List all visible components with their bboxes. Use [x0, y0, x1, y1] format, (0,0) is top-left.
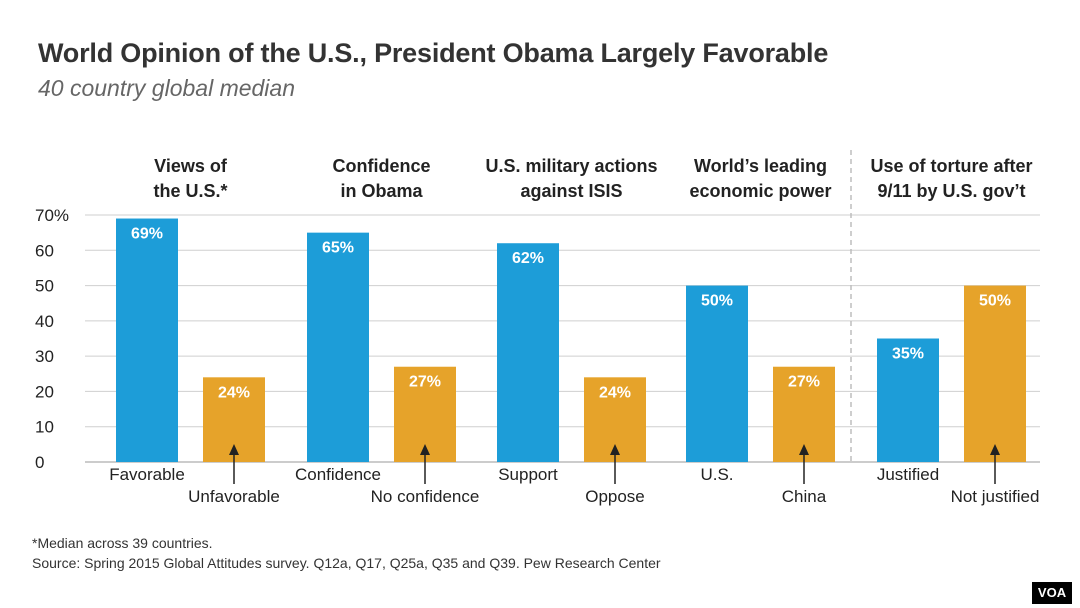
- bar-positive: [116, 218, 178, 462]
- y-tick-label: 40: [35, 312, 54, 331]
- group-title-line: against ISIS: [520, 181, 622, 201]
- category-label: Not justified: [951, 487, 1040, 506]
- category-label: Favorable: [109, 465, 185, 484]
- bar-value-label: 69%: [131, 226, 163, 243]
- bar-chart: 0 10 20 30 40 50 60 70% Views of the U.S.* Confid…: [35, 150, 1040, 506]
- arrow-head-icon: [799, 444, 809, 455]
- y-tick-label: 0: [35, 453, 44, 472]
- chart-title: World Opinion of the U.S., President Oba…: [38, 38, 829, 68]
- category-label: Confidence: [295, 465, 381, 484]
- group-title-line: economic power: [689, 181, 831, 201]
- bar-value-label: 27%: [409, 374, 441, 391]
- group-title-line: Views of: [154, 156, 228, 176]
- category-label: Support: [498, 465, 558, 484]
- bar-positive: [686, 285, 748, 462]
- category-label: China: [782, 487, 827, 506]
- y-tick-label: 70%: [35, 206, 69, 225]
- bar-value-label: 50%: [979, 293, 1011, 310]
- arrow-head-icon: [229, 444, 239, 455]
- y-tick-label: 30: [35, 347, 54, 366]
- category-label: Justified: [877, 465, 939, 484]
- bar-negative: [964, 285, 1026, 462]
- bar-value-label: 62%: [512, 250, 544, 267]
- arrow-head-icon: [420, 444, 430, 455]
- bar-positive: [497, 243, 559, 462]
- group-title-line: 9/11 by U.S. gov’t: [877, 181, 1025, 201]
- bar-positive: [877, 338, 939, 462]
- bar-value-label: 65%: [322, 240, 354, 257]
- chart-subtitle: 40 country global median: [38, 75, 295, 101]
- arrow-head-icon: [610, 444, 620, 455]
- group-title-line: World’s leading: [694, 156, 827, 176]
- source-note: Source: Spring 2015 Global Attitudes sur…: [32, 555, 661, 571]
- category-label: Unfavorable: [188, 487, 280, 506]
- bar-value-label: 27%: [788, 374, 820, 391]
- y-tick-label: 60: [35, 241, 54, 260]
- bar-value-label: 50%: [701, 293, 733, 310]
- category-label: No confidence: [371, 487, 480, 506]
- group-title-line: in Obama: [340, 181, 423, 201]
- category-label: Oppose: [585, 487, 645, 506]
- group-title-line: U.S. military actions: [485, 156, 657, 176]
- bar-value-label: 24%: [599, 384, 631, 401]
- category-label: U.S.: [700, 465, 733, 484]
- arrow-head-icon: [990, 444, 1000, 455]
- group-title-line: Use of torture after: [870, 156, 1032, 176]
- footnote: *Median across 39 countries.: [32, 535, 213, 551]
- group-titles: Views of the U.S.* Confidence in Obama U.S. …: [153, 156, 1032, 201]
- bar-value-label: 24%: [218, 384, 250, 401]
- group-title-line: the U.S.*: [153, 181, 227, 201]
- y-tick-label: 20: [35, 382, 54, 401]
- bar-value-label: 35%: [892, 346, 924, 363]
- voa-logo: VOA: [1032, 582, 1072, 604]
- bar-positive: [307, 232, 369, 462]
- y-axis-ticks: 0 10 20 30 40 50 60 70%: [35, 206, 69, 472]
- group-title-line: Confidence: [332, 156, 430, 176]
- y-tick-label: 10: [35, 418, 54, 437]
- y-tick-label: 50: [35, 277, 54, 296]
- bars: 69% Favorable 24% Unfavorable 65% Confidence 2…: [109, 218, 1040, 506]
